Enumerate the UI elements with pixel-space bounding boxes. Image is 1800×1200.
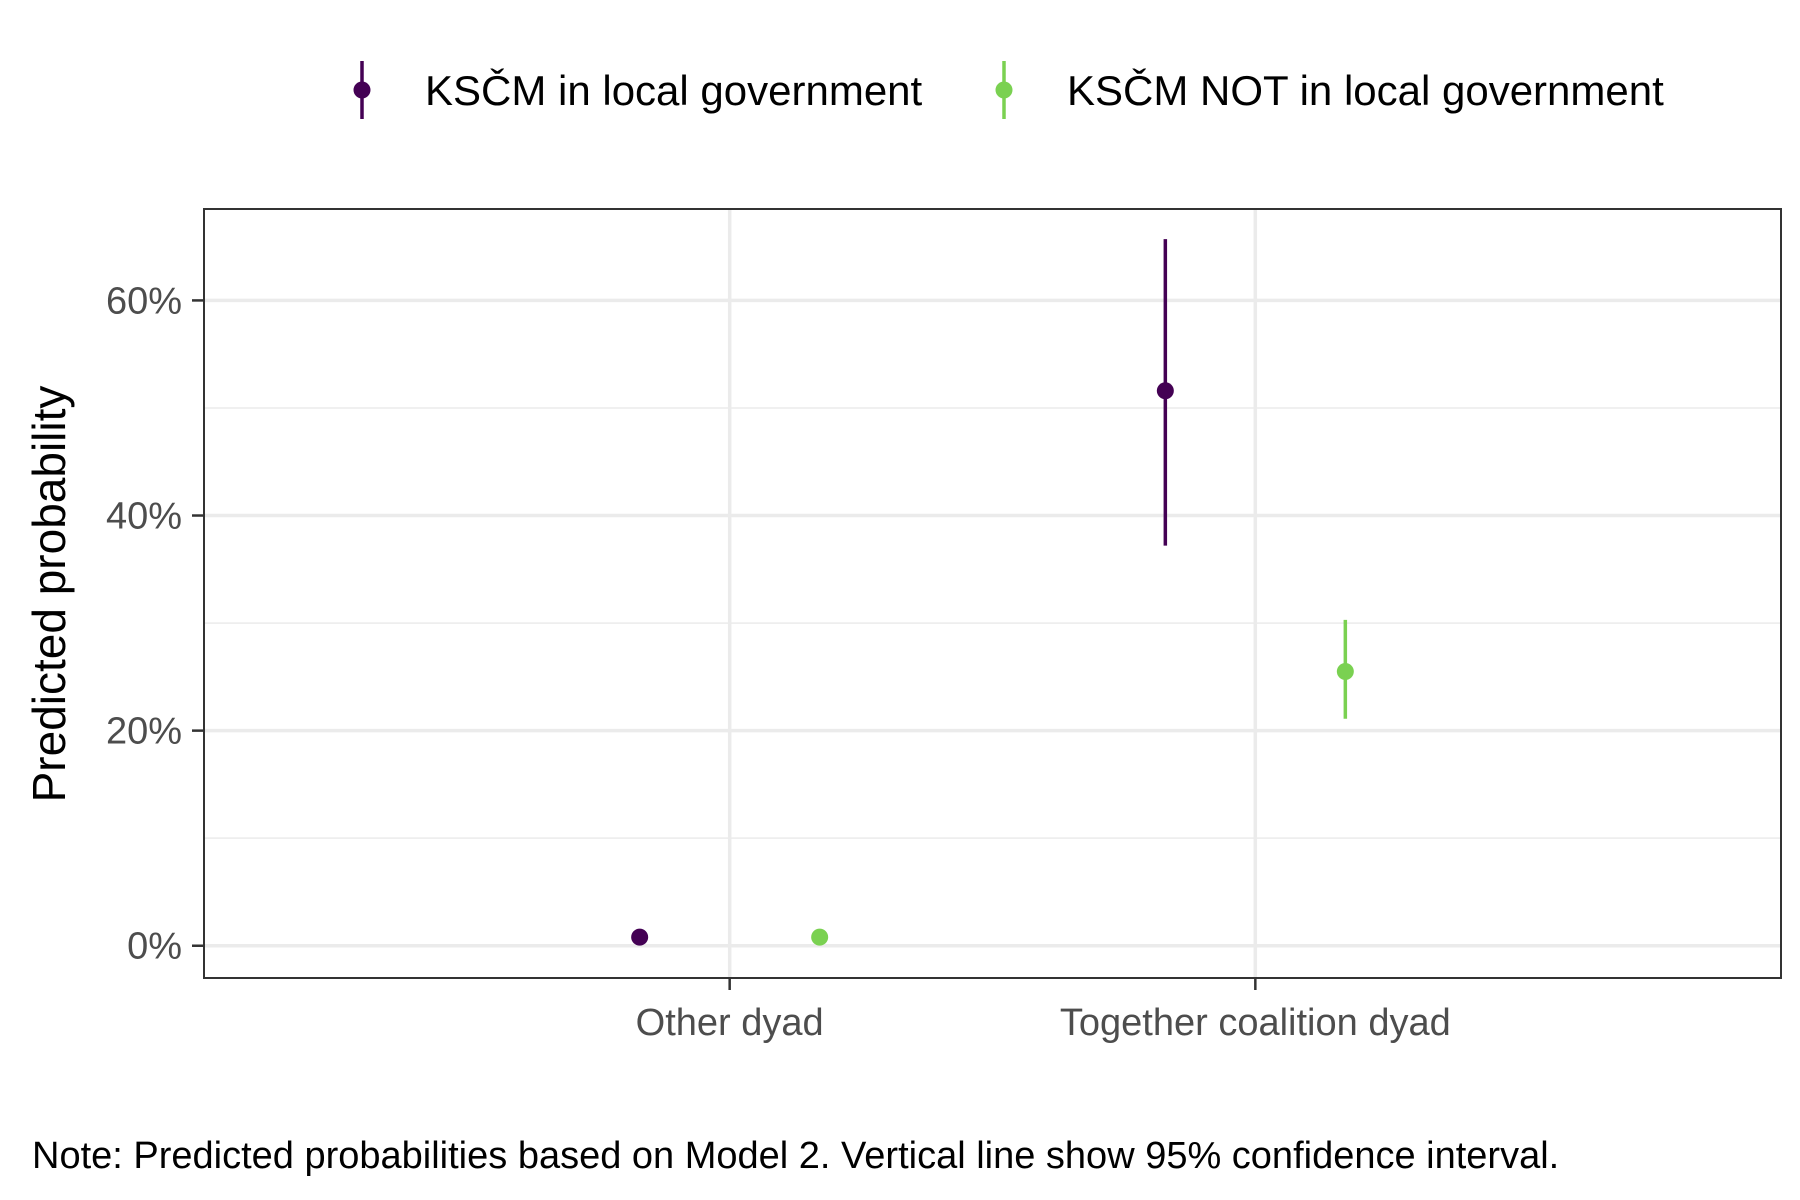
- plot-panel: [203, 208, 1782, 979]
- x-tick-label: Other dyad: [636, 1002, 824, 1044]
- legend: KSČM in local government KSČM NOT in loc…: [353, 61, 1664, 119]
- data-point: [811, 928, 829, 946]
- x-tick-label: Together coalition dyad: [1060, 1002, 1451, 1044]
- legend-key-point: [995, 81, 1013, 99]
- panel-border: [203, 208, 1782, 979]
- y-tick-label: 20%: [106, 711, 182, 753]
- y-tick-label: 40%: [106, 496, 182, 538]
- y-tick-label: 0%: [127, 926, 182, 968]
- y-axis: 0% 20% 40% 60%: [106, 280, 204, 968]
- y-tick-label: 60%: [106, 280, 182, 322]
- x-axis: Other dyad Together coalition dyad: [636, 978, 1451, 1044]
- y-axis-title: Predicted probability: [23, 386, 75, 803]
- legend-item-0: KSČM in local government: [353, 61, 923, 119]
- legend-key-point: [353, 81, 371, 99]
- data-marks: [631, 239, 1354, 946]
- data-point: [1156, 382, 1174, 400]
- data-point: [1336, 662, 1354, 680]
- chart-note: Note: Predicted probabilities based on M…: [32, 1135, 1559, 1177]
- gridlines: [204, 209, 1781, 978]
- legend-label: KSČM NOT in local government: [1067, 67, 1664, 114]
- legend-item-1: KSČM NOT in local government: [995, 61, 1664, 119]
- legend-label: KSČM in local government: [425, 67, 923, 114]
- data-point: [631, 928, 649, 946]
